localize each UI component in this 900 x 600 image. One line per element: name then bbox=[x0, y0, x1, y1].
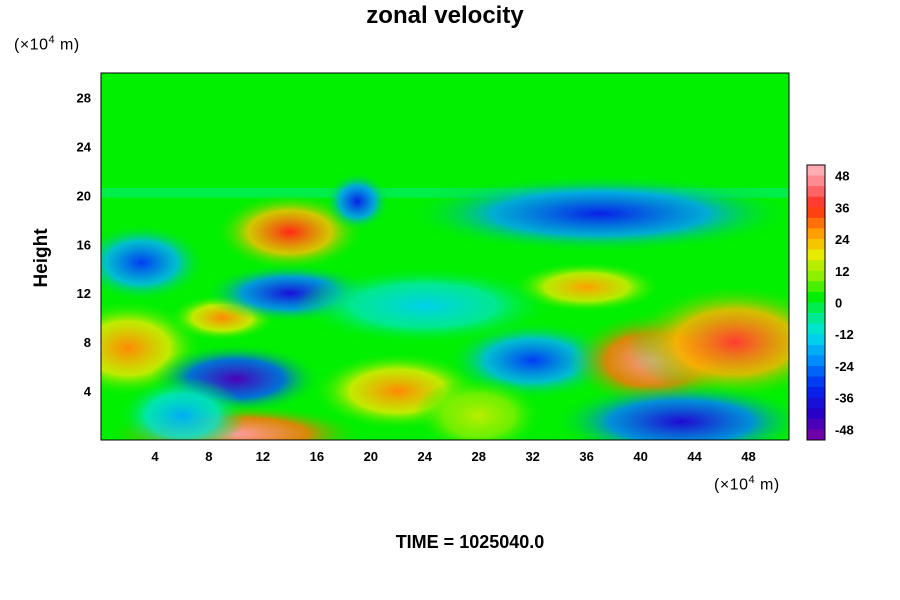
colorbar: 48 36 24 12 0 -12 -24 -36 -48 bbox=[806, 164, 855, 441]
colorbar-segment bbox=[807, 291, 825, 303]
colorbar-segment bbox=[807, 408, 825, 420]
colorbar-segment bbox=[807, 313, 825, 325]
colorbar-segment bbox=[807, 365, 825, 378]
colorbar-tick-label: -24 bbox=[835, 359, 855, 374]
colorbar-segment bbox=[807, 260, 825, 272]
y-unit-prefix: (×10 bbox=[14, 36, 49, 54]
colorbar-segment bbox=[807, 344, 825, 356]
x-tick-label: 16 bbox=[310, 449, 324, 464]
y-tick-label: 28 bbox=[77, 90, 91, 105]
colorbar-segment bbox=[807, 429, 825, 441]
velocity-feature bbox=[627, 283, 789, 401]
velocity-feature bbox=[324, 172, 390, 231]
colorbar-segment bbox=[807, 249, 825, 261]
x-tick-label: 36 bbox=[579, 449, 593, 464]
velocity-features bbox=[101, 172, 789, 440]
colorbar-segment bbox=[807, 196, 825, 208]
velocity-feature bbox=[413, 376, 544, 440]
colorbar-segment bbox=[807, 228, 825, 240]
x-tick-label: 32 bbox=[525, 449, 539, 464]
colorbar-segment bbox=[807, 334, 825, 346]
chart-title: zonal velocity bbox=[366, 2, 524, 29]
colorbar-tick-label: 24 bbox=[835, 232, 850, 247]
y-unit-suffix: m) bbox=[55, 36, 80, 54]
x-tick-label: 12 bbox=[256, 449, 270, 464]
colorbar-segment bbox=[807, 165, 825, 177]
colorbar-frame bbox=[806, 164, 826, 441]
x-tick-label: 40 bbox=[633, 449, 647, 464]
colorbar-tick-label: -36 bbox=[835, 391, 854, 406]
colorbar-tick-label: 12 bbox=[835, 264, 849, 279]
colorbar-segment bbox=[807, 418, 825, 430]
y-tick-label: 8 bbox=[84, 335, 91, 350]
y-tick-label: 16 bbox=[77, 237, 91, 252]
velocity-feature bbox=[405, 174, 789, 253]
colorbar-tick-label: -48 bbox=[835, 422, 854, 437]
colorbar-segment bbox=[807, 281, 825, 293]
plot-area bbox=[100, 72, 790, 441]
velocity-feature bbox=[117, 376, 247, 440]
x-unit-suffix: m) bbox=[755, 476, 780, 494]
colorbar-tick-label: 36 bbox=[835, 200, 849, 215]
y-axis-unit: (×104 m) bbox=[14, 34, 80, 54]
x-unit-exponent: 4 bbox=[748, 474, 756, 486]
colorbar-segment bbox=[807, 323, 825, 335]
velocity-feature bbox=[551, 382, 789, 440]
colorbar-segment bbox=[807, 376, 825, 388]
colorbar-tick-label: 48 bbox=[835, 169, 849, 184]
velocity-feature bbox=[295, 266, 555, 345]
x-tick-label: 28 bbox=[471, 449, 485, 464]
colorbar-segment bbox=[807, 239, 825, 251]
colorbar-tick-label: -12 bbox=[835, 327, 854, 342]
y-tick-label: 12 bbox=[77, 286, 91, 301]
y-tick-label: 4 bbox=[84, 384, 92, 399]
y-tick-label: 24 bbox=[77, 139, 92, 154]
x-axis-unit: (×104 m) bbox=[714, 474, 780, 494]
colorbar-segment bbox=[807, 186, 825, 198]
colorbar-segment bbox=[807, 207, 825, 219]
colorbar-segment bbox=[807, 302, 825, 314]
colorbar-segment bbox=[807, 397, 825, 409]
colorbar-segment bbox=[807, 217, 825, 229]
colorbar-tick-label: 0 bbox=[835, 296, 842, 311]
y-unit-exponent: 4 bbox=[48, 34, 56, 46]
x-tick-label: 44 bbox=[687, 449, 702, 464]
x-unit-prefix: (×10 bbox=[714, 476, 749, 494]
colorbar-segment bbox=[807, 270, 825, 282]
x-tick-label: 4 bbox=[151, 449, 159, 464]
colorbar-segment bbox=[807, 355, 825, 367]
y-tick-label: 20 bbox=[77, 188, 91, 203]
x-tick-label: 8 bbox=[205, 449, 212, 464]
x-tick-label: 20 bbox=[364, 449, 378, 464]
velocity-feature bbox=[101, 223, 207, 302]
x-tick-label: 48 bbox=[741, 449, 755, 464]
colorbar-segment bbox=[807, 387, 825, 399]
plot-frame bbox=[100, 72, 790, 441]
time-label: TIME = 1025040.0 bbox=[395, 532, 545, 552]
x-tick-label: 24 bbox=[418, 449, 433, 464]
colorbar-segment bbox=[807, 175, 825, 187]
